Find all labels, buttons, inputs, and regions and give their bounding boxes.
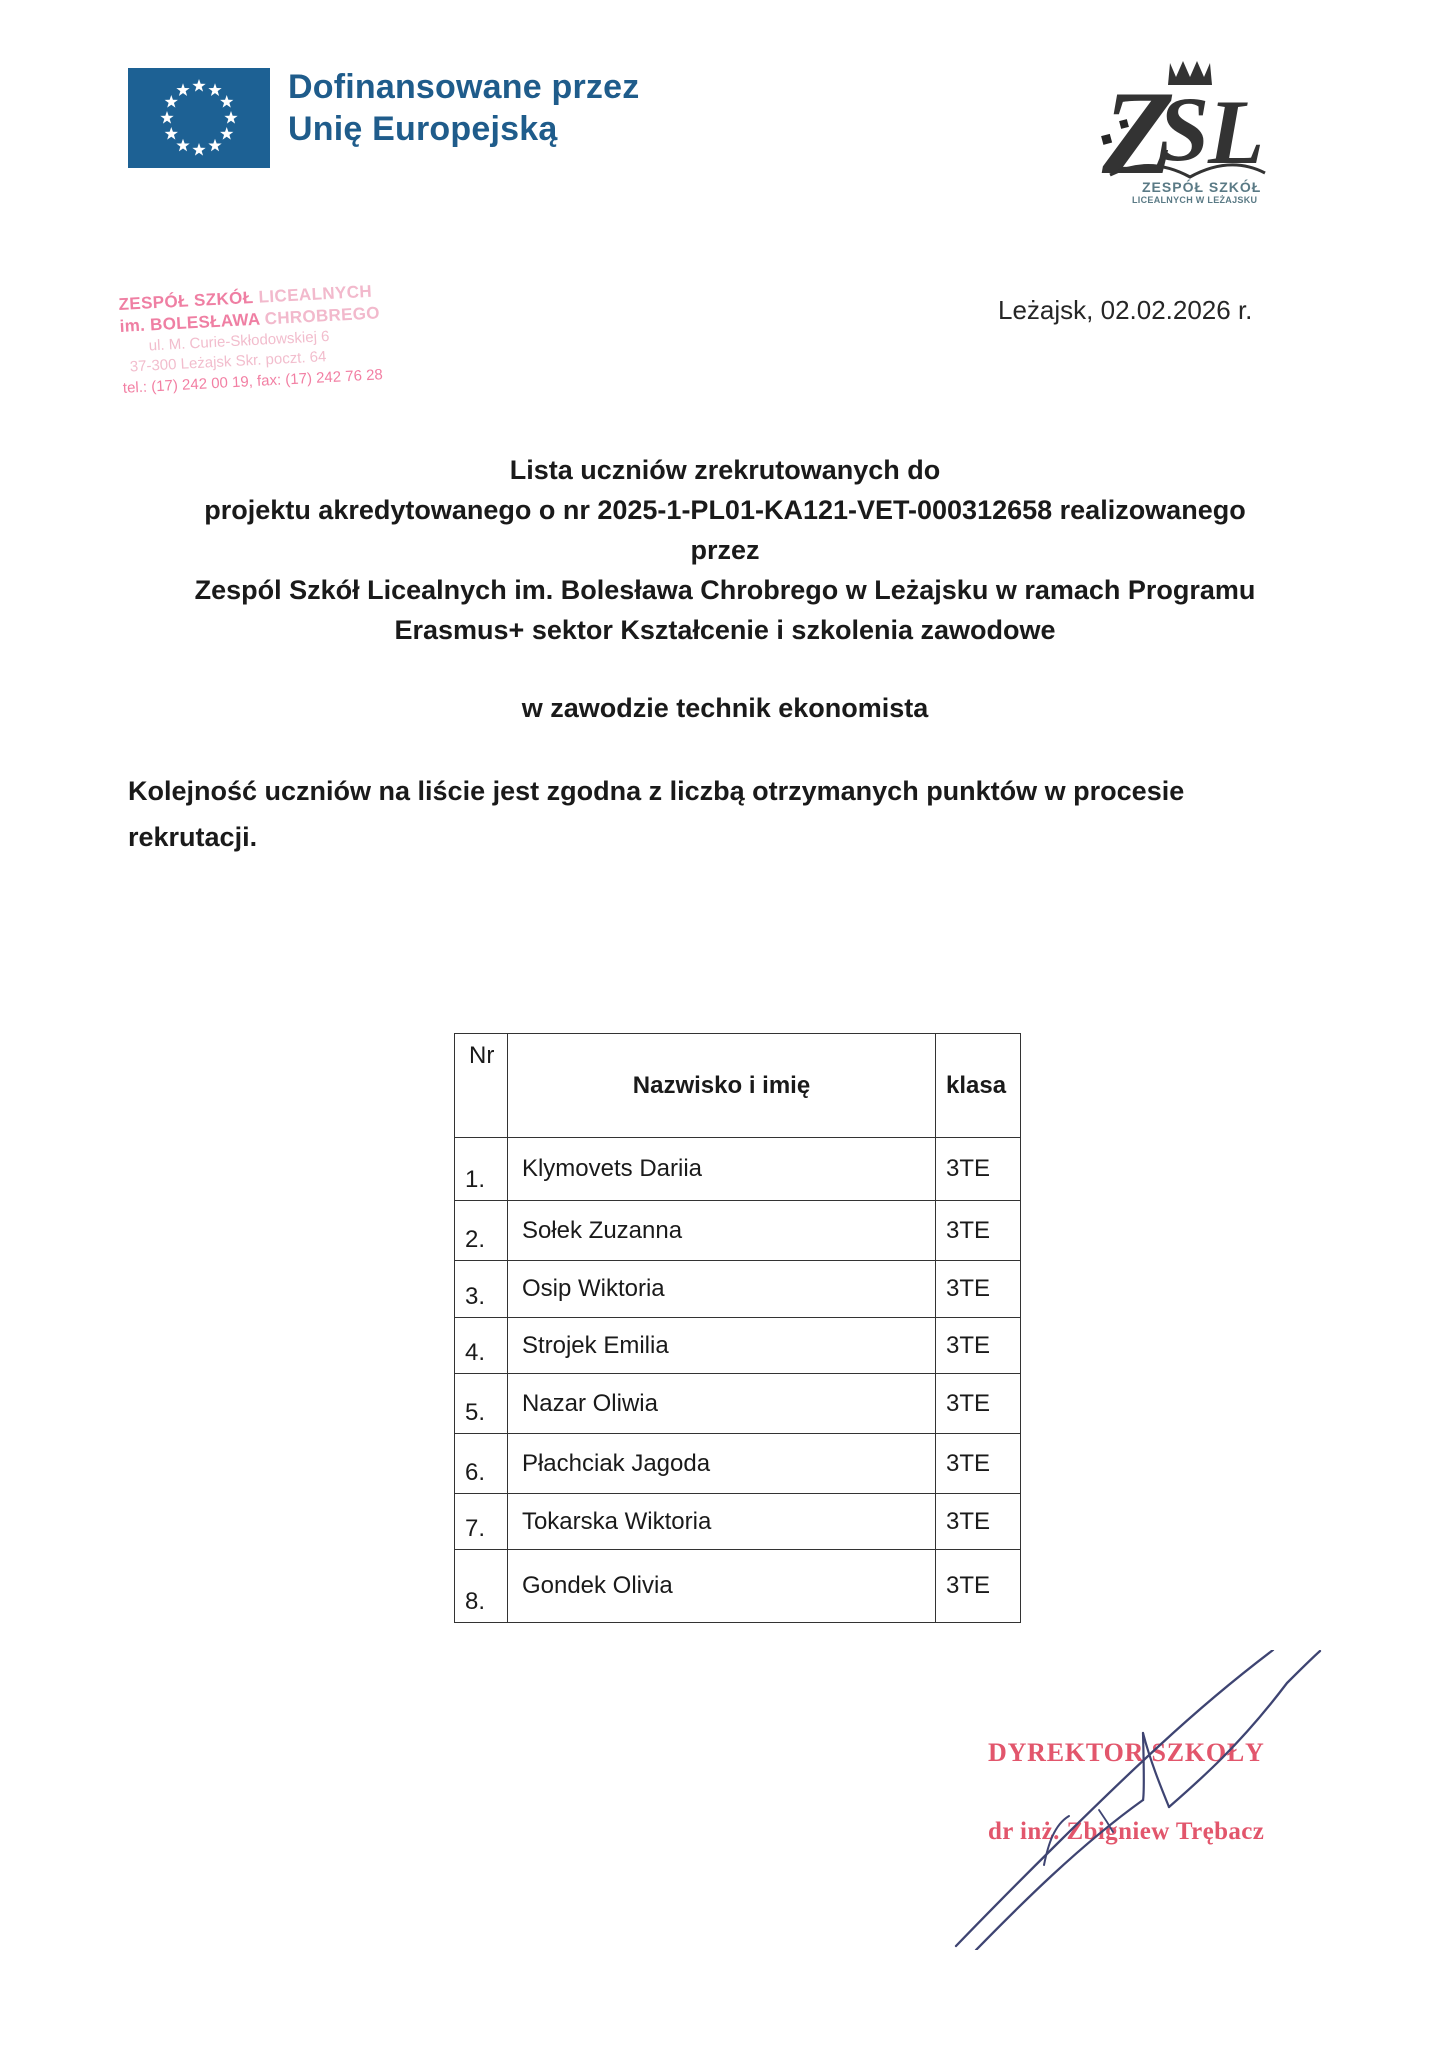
svg-text:ZESPÓŁ SZKÓŁ: ZESPÓŁ SZKÓŁ: [1142, 178, 1261, 195]
svg-text:LICEALNYCH W LEŻAJSKU: LICEALNYCH W LEŻAJSKU: [1132, 195, 1257, 205]
svg-text:S: S: [1158, 78, 1209, 180]
